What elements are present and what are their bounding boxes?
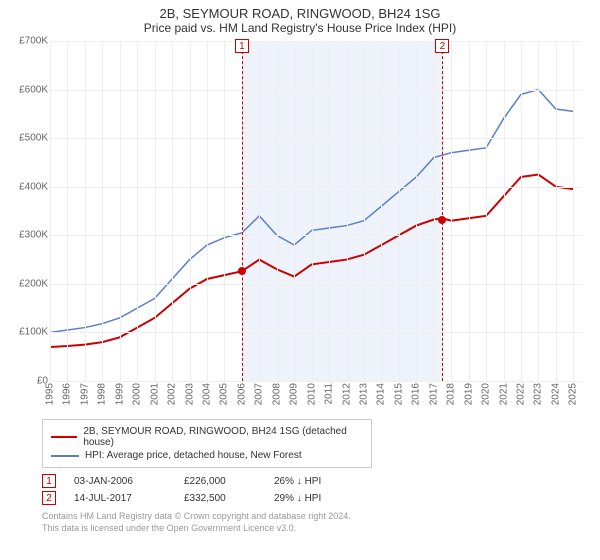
x-axis-label: 2014 xyxy=(376,383,387,405)
sale-marker-number-box: 1 xyxy=(235,39,249,53)
chart-title: 2B, SEYMOUR ROAD, RINGWOOD, BH24 1SG xyxy=(10,6,590,21)
sale-row-price: £226,000 xyxy=(184,476,274,487)
legend-label: 2B, SEYMOUR ROAD, RINGWOOD, BH24 1SG (de… xyxy=(83,426,363,448)
x-axis-label: 1997 xyxy=(79,383,90,405)
sale-marker-line xyxy=(242,41,243,381)
y-axis-label: £300K xyxy=(10,230,48,241)
x-axis-label: 2018 xyxy=(446,383,457,405)
legend-swatch xyxy=(51,455,79,457)
y-axis-label: £200K xyxy=(10,278,48,289)
sale-row-diff: 26% ↓ HPI xyxy=(274,476,354,487)
sale-marker-line xyxy=(442,41,443,381)
x-axis-label: 2022 xyxy=(515,383,526,405)
legend-row: 2B, SEYMOUR ROAD, RINGWOOD, BH24 1SG (de… xyxy=(51,426,363,448)
x-axis-label: 1996 xyxy=(62,383,73,405)
x-axis-label: 1999 xyxy=(114,383,125,405)
chart-plot-area: £0£100K£200K£300K£400K£500K£600K£700K12 xyxy=(50,41,582,381)
x-axis-label: 2021 xyxy=(498,383,509,405)
sale-row-number: 2 xyxy=(42,491,56,505)
x-axis-label: 2017 xyxy=(428,383,439,405)
y-axis-label: £0 xyxy=(10,376,48,387)
x-axis-label: 2024 xyxy=(550,383,561,405)
x-axis-labels: 1995199619971998199920002001200220032004… xyxy=(50,381,582,411)
x-axis-label: 2013 xyxy=(358,383,369,405)
x-axis-label: 2000 xyxy=(132,383,143,405)
x-axis-label: 2009 xyxy=(289,383,300,405)
sale-marker-dot xyxy=(438,216,446,224)
x-axis-label: 2023 xyxy=(533,383,544,405)
x-axis-label: 2007 xyxy=(254,383,265,405)
x-axis-label: 2005 xyxy=(219,383,230,405)
sale-marker-number-box: 2 xyxy=(435,39,449,53)
x-axis-label: 2012 xyxy=(341,383,352,405)
sale-row: 2 14-JUL-2017£332,50029% ↓ HPI xyxy=(42,491,590,505)
x-axis-label: 2015 xyxy=(393,383,404,405)
x-axis-label: 2002 xyxy=(167,383,178,405)
x-axis-label: 2008 xyxy=(271,383,282,405)
x-axis-label: 2025 xyxy=(568,383,579,405)
footnote-line: Contains HM Land Registry data © Crown c… xyxy=(42,511,590,523)
y-axis-label: £700K xyxy=(10,36,48,47)
sale-row-date: 03-JAN-2006 xyxy=(74,476,184,487)
x-axis-label: 1998 xyxy=(97,383,108,405)
chart-subtitle: Price paid vs. HM Land Registry's House … xyxy=(10,21,590,35)
sales-table: 1 03-JAN-2006£226,00026% ↓ HPI 2 14-JUL-201… xyxy=(42,474,590,505)
x-axis-label: 2019 xyxy=(463,383,474,405)
x-axis-label: 2016 xyxy=(411,383,422,405)
sale-row-diff: 29% ↓ HPI xyxy=(274,493,354,504)
x-axis-label: 2011 xyxy=(324,383,335,405)
x-axis-label: 1995 xyxy=(45,383,56,405)
y-axis-label: £600K xyxy=(10,84,48,95)
x-axis-label: 2003 xyxy=(184,383,195,405)
y-axis-label: £100K xyxy=(10,327,48,338)
footnote-line: This data is licensed under the Open Gov… xyxy=(42,523,590,535)
legend-label: HPI: Average price, detached house, New … xyxy=(85,450,302,461)
sale-row-number: 1 xyxy=(42,474,56,488)
x-axis-label: 2004 xyxy=(201,383,212,405)
sale-row: 1 03-JAN-2006£226,00026% ↓ HPI xyxy=(42,474,590,488)
sale-row-date: 14-JUL-2017 xyxy=(74,493,184,504)
legend-row: HPI: Average price, detached house, New … xyxy=(51,450,363,461)
y-axis-label: £400K xyxy=(10,181,48,192)
footnote: Contains HM Land Registry data © Crown c… xyxy=(42,511,590,534)
sale-marker-dot xyxy=(238,267,246,275)
x-axis-label: 2010 xyxy=(306,383,317,405)
legend-box: 2B, SEYMOUR ROAD, RINGWOOD, BH24 1SG (de… xyxy=(42,419,372,468)
x-axis-label: 2006 xyxy=(236,383,247,405)
legend-swatch xyxy=(51,436,77,438)
x-axis-label: 2020 xyxy=(481,383,492,405)
y-axis-label: £500K xyxy=(10,133,48,144)
sale-row-price: £332,500 xyxy=(184,493,274,504)
x-axis-label: 2001 xyxy=(149,383,160,405)
